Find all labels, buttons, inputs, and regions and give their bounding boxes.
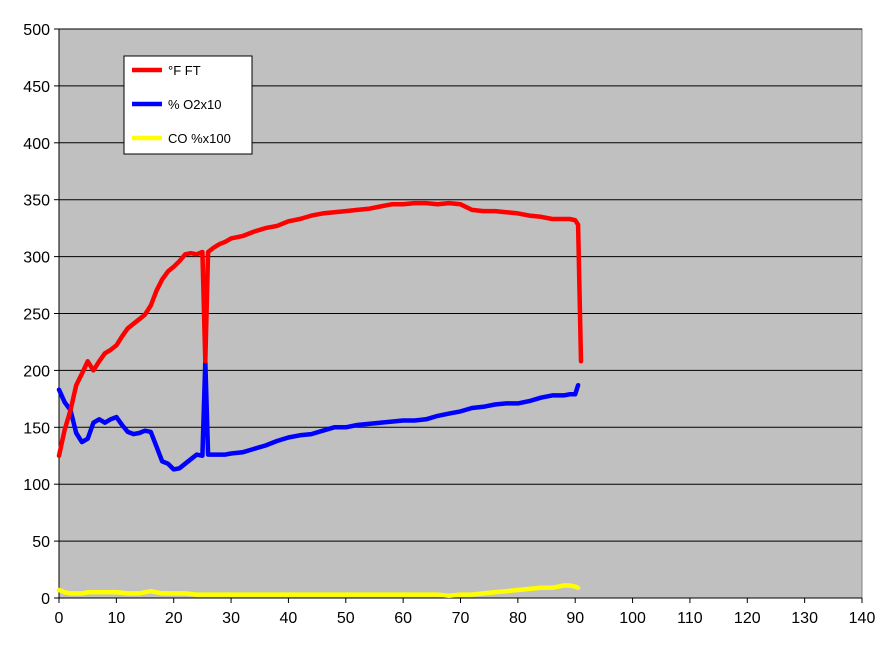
- y-tick-label-1: 50: [32, 534, 50, 551]
- legend-label-0: °F FT: [168, 63, 201, 78]
- series-line-1: [56, 359, 581, 472]
- legend: °F FT % O2x10 CO %x100: [123, 55, 253, 155]
- x-tick-label-11: 110: [677, 610, 703, 627]
- legend-label-1: % O2x10: [168, 97, 221, 112]
- x-tick-label-14: 140: [849, 610, 876, 627]
- y-tick-label-2: 100: [23, 477, 50, 494]
- y-tick-label-7: 350: [23, 193, 50, 210]
- x-tick-label-7: 70: [452, 610, 470, 627]
- series-line-2: [56, 583, 581, 598]
- y-tick-label-6: 300: [23, 250, 50, 267]
- y-tick-label-4: 200: [23, 363, 50, 380]
- x-axis-ticks: 0 10 20 30 40 50 60 70 80 90 100 110 120 130 140: [55, 597, 876, 627]
- x-tick-label-2: 20: [165, 610, 183, 627]
- y-tick-label-10: 500: [23, 22, 50, 39]
- x-tick-label-8: 80: [509, 610, 527, 627]
- y-axis-ticks: 0 50 100 150 200 250 300 350 400 450 500: [23, 22, 60, 608]
- x-tick-label-4: 40: [280, 610, 298, 627]
- x-tick-label-3: 30: [222, 610, 240, 627]
- y-tick-label-3: 150: [23, 420, 50, 437]
- y-tick-label-9: 450: [23, 79, 50, 96]
- x-tick-label-12: 120: [734, 610, 761, 627]
- y-tick-label-8: 400: [23, 136, 50, 153]
- x-tick-label-10: 100: [619, 610, 646, 627]
- y-tick-label-5: 250: [23, 307, 50, 324]
- legend-label-2: CO %x100: [168, 131, 231, 146]
- y-tick-label-0: 0: [41, 591, 50, 608]
- x-tick-label-13: 130: [791, 610, 818, 627]
- series-lines: [56, 200, 584, 598]
- x-tick-label-1: 10: [107, 610, 125, 627]
- x-tick-label-9: 90: [566, 610, 584, 627]
- x-tick-label-6: 60: [394, 610, 412, 627]
- x-tick-label-5: 50: [337, 610, 355, 627]
- series-line-0: [56, 200, 584, 459]
- x-tick-label-0: 0: [55, 610, 64, 627]
